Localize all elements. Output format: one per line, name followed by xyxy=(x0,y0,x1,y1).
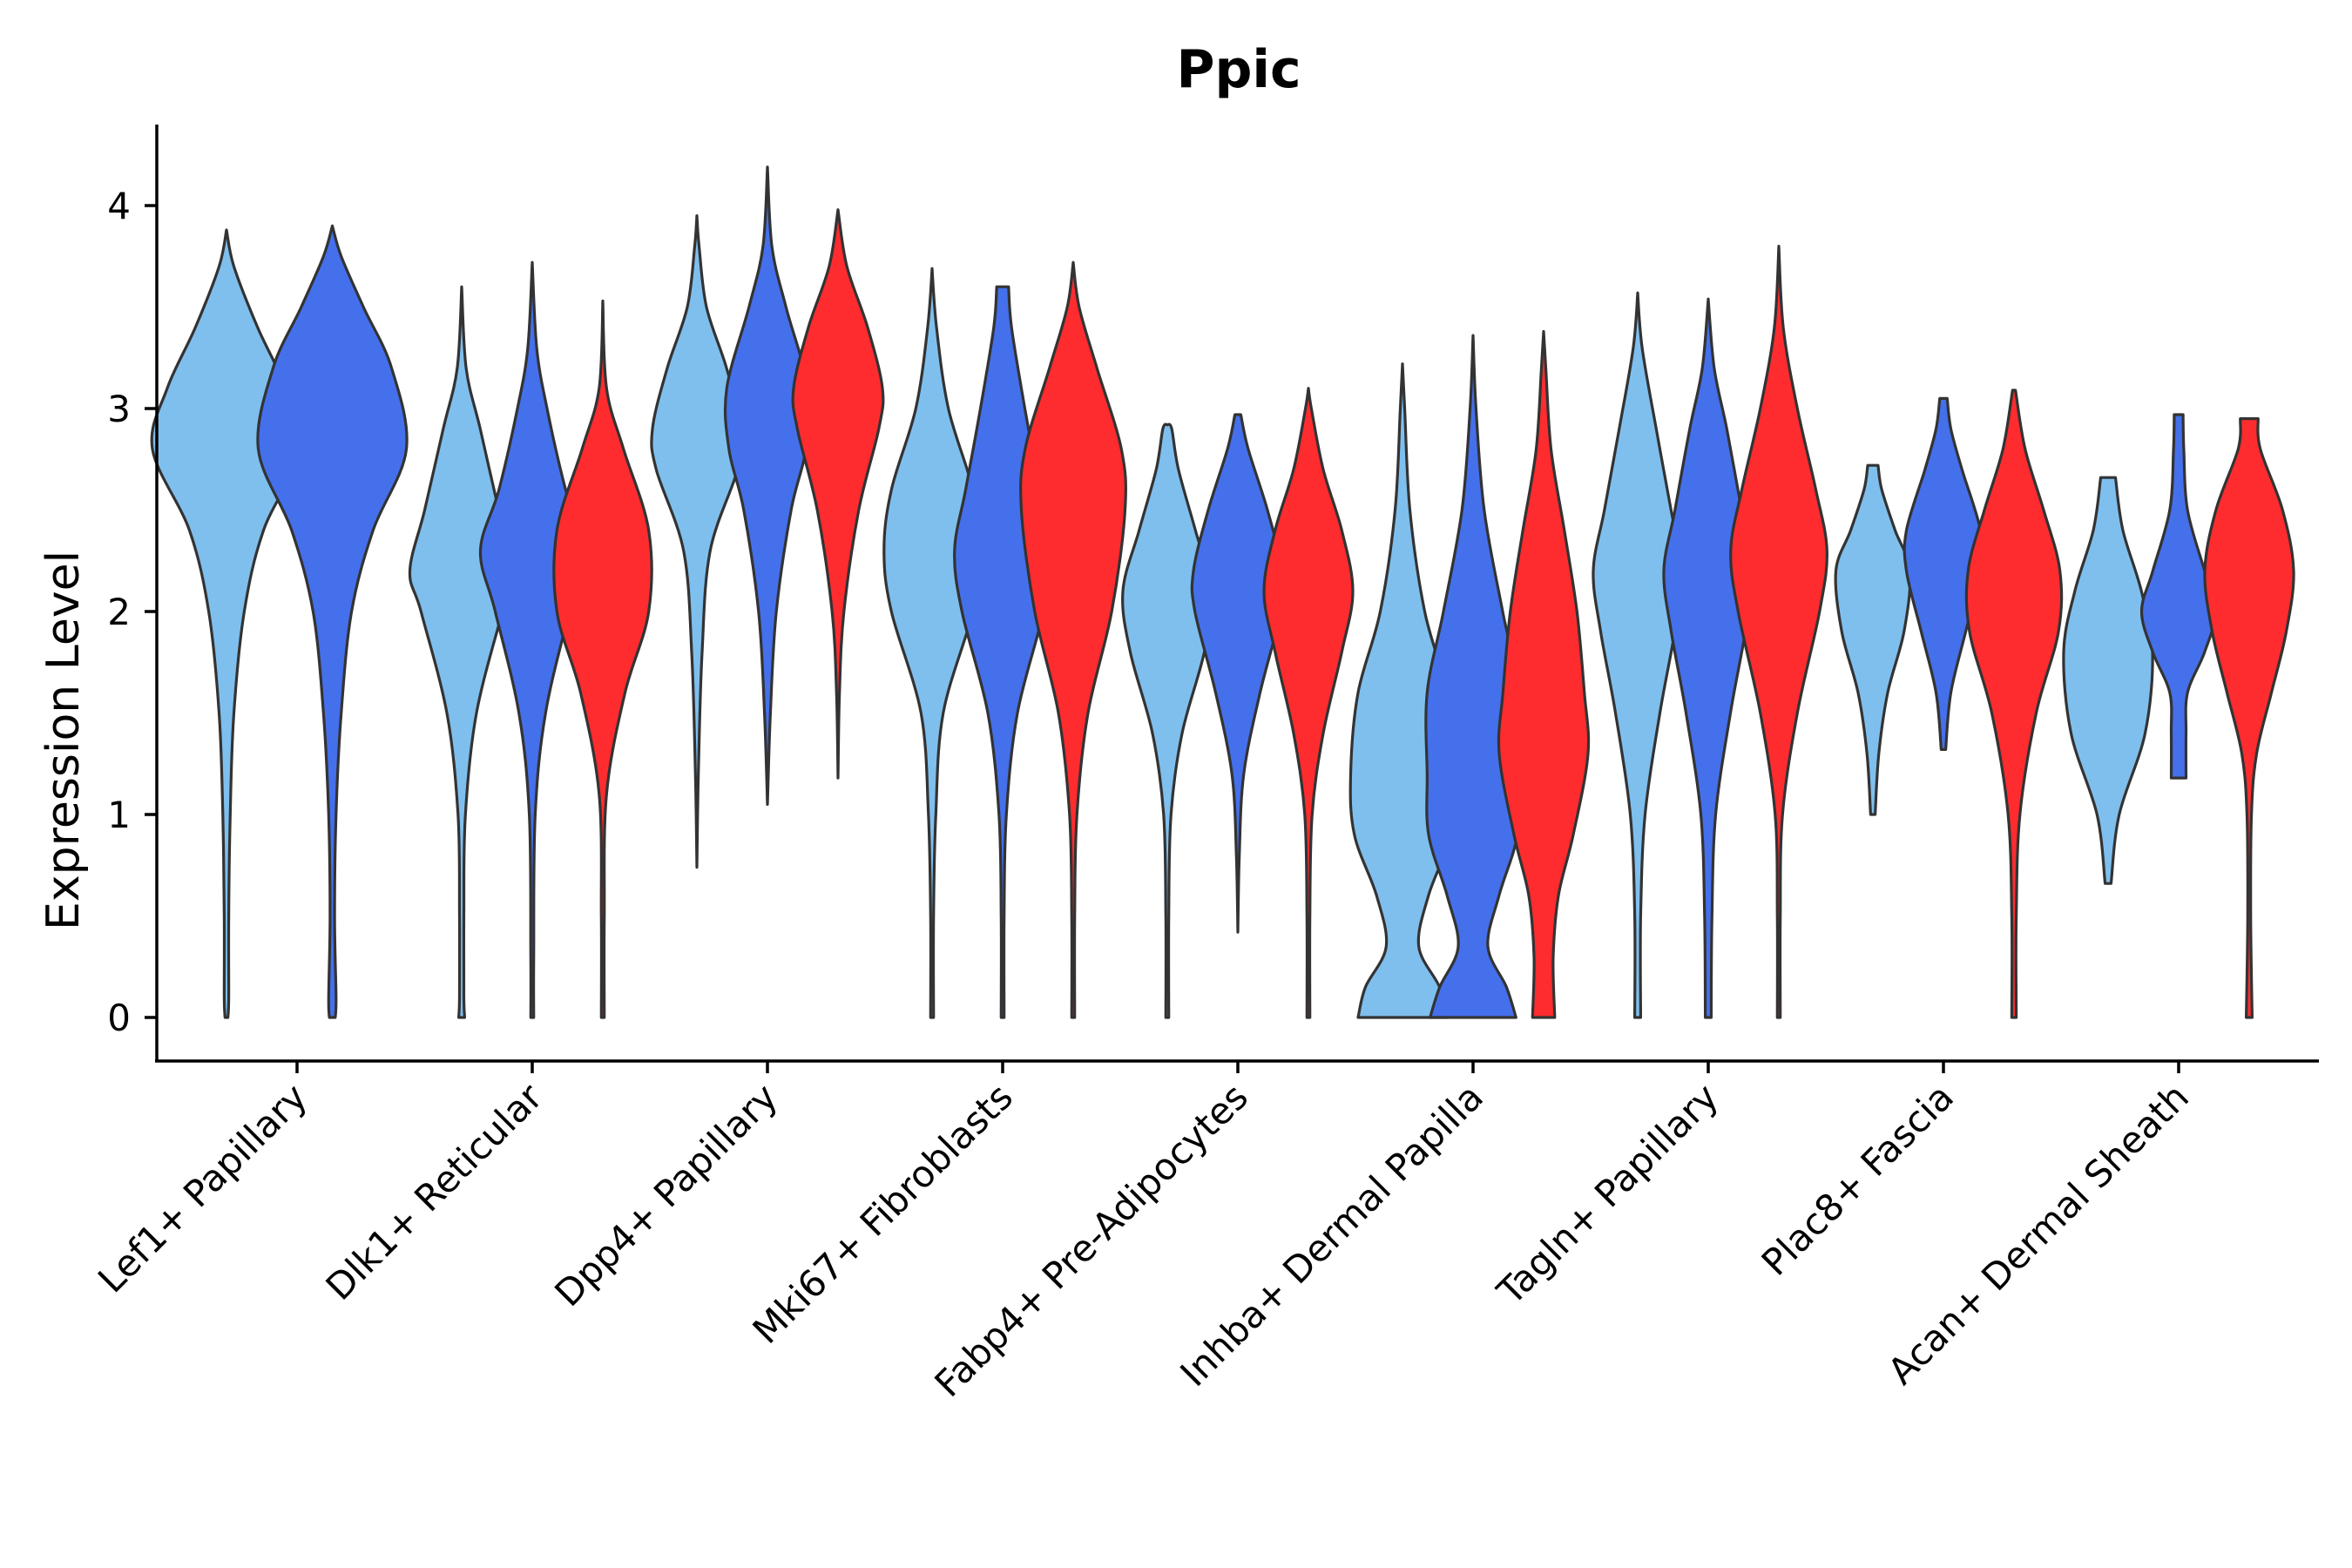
violin-2-0 xyxy=(650,214,744,869)
x-tick-label: Dpp4+ Papillary xyxy=(546,1075,786,1315)
violin-6-0 xyxy=(1592,291,1684,1019)
x-tick-label: Tagln+ Papillary xyxy=(1489,1075,1727,1313)
violin-6-1 xyxy=(1662,297,1754,1019)
violin-8-2 xyxy=(2203,417,2295,1019)
y-tick-label: 2 xyxy=(107,591,131,633)
violin-5-1 xyxy=(1424,334,1522,1019)
violin-2-1 xyxy=(723,166,812,806)
chart-title: Ppic xyxy=(1176,39,1301,100)
violin-3-0 xyxy=(882,267,982,1019)
violin-4-0 xyxy=(1121,422,1213,1019)
y-axis-label: Expression Level xyxy=(37,551,90,930)
x-tick-label: Lef1+ Papillary xyxy=(90,1075,315,1301)
violin-group xyxy=(150,166,2295,1019)
violin-7-2 xyxy=(1964,389,2064,1019)
violin-1-0 xyxy=(408,285,516,1019)
x-tick-label: Mki67+ Fibroblasts xyxy=(745,1075,1021,1351)
y-ticks: 0 1 2 3 4 xyxy=(107,185,157,1039)
violin-5-2 xyxy=(1497,329,1591,1019)
violin-6-2 xyxy=(1729,245,1828,1019)
violin-1-1 xyxy=(478,260,586,1019)
y-tick-label: 1 xyxy=(107,794,131,836)
x-tick-label: Dlk1+ Reticular xyxy=(318,1075,551,1308)
violin-0-0 xyxy=(150,228,303,1019)
violin-2-2 xyxy=(791,208,885,780)
violin-7-0 xyxy=(1834,463,1912,816)
y-tick-label: 0 xyxy=(107,997,131,1039)
violin-1-2 xyxy=(552,299,653,1019)
violin-3-1 xyxy=(953,285,1053,1019)
violin-3-2 xyxy=(1019,260,1127,1019)
violin-8-0 xyxy=(2062,476,2154,885)
x-tick-label: Plac8+ Fascia xyxy=(1754,1075,1962,1283)
violin-4-2 xyxy=(1262,387,1355,1019)
y-tick-label: 3 xyxy=(107,388,131,430)
violin-0-1 xyxy=(256,224,409,1019)
violin-4-1 xyxy=(1190,413,1286,934)
y-tick-label: 4 xyxy=(107,185,131,227)
violin-8-1 xyxy=(2139,413,2218,780)
